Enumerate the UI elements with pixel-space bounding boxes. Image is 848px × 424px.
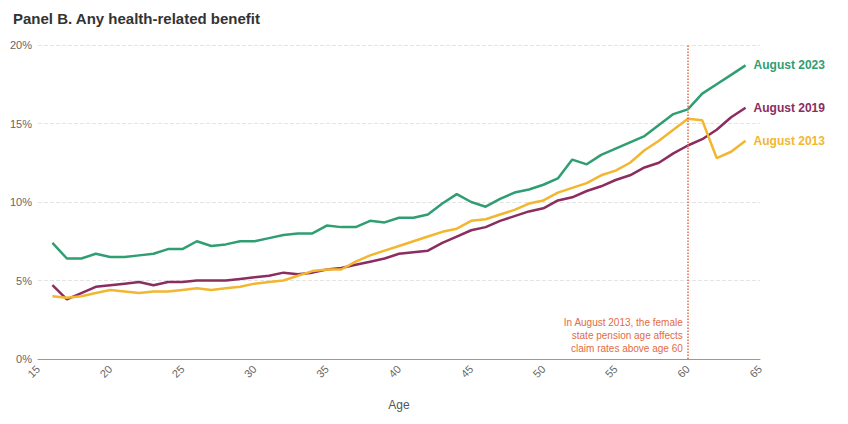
svg-text:55: 55 xyxy=(603,363,620,380)
svg-text:claim rates above age 60: claim rates above age 60 xyxy=(571,343,683,354)
svg-text:August 2013: August 2013 xyxy=(754,134,826,148)
svg-text:50: 50 xyxy=(531,363,548,380)
svg-text:August 2023: August 2023 xyxy=(754,58,826,72)
svg-text:45: 45 xyxy=(458,363,475,380)
svg-text:Age: Age xyxy=(388,398,410,412)
svg-text:10%: 10% xyxy=(10,196,32,208)
svg-text:August 2019: August 2019 xyxy=(754,101,826,115)
svg-text:60: 60 xyxy=(675,363,692,380)
svg-text:25: 25 xyxy=(170,363,187,380)
svg-text:30: 30 xyxy=(242,363,259,380)
svg-text:20%: 20% xyxy=(10,39,32,51)
svg-text:15%: 15% xyxy=(10,118,32,130)
svg-text:Panel B. Any health-related be: Panel B. Any health-related benefit xyxy=(13,10,260,27)
svg-text:0%: 0% xyxy=(16,353,32,365)
svg-text:40: 40 xyxy=(386,363,403,380)
svg-text:20: 20 xyxy=(97,363,114,380)
svg-text:15: 15 xyxy=(25,363,42,380)
svg-text:5%: 5% xyxy=(16,275,32,287)
svg-text:state pension age affects: state pension age affects xyxy=(572,330,683,341)
svg-text:35: 35 xyxy=(314,363,331,380)
svg-text:65: 65 xyxy=(747,363,764,380)
svg-text:In August 2013, the female: In August 2013, the female xyxy=(564,317,683,328)
